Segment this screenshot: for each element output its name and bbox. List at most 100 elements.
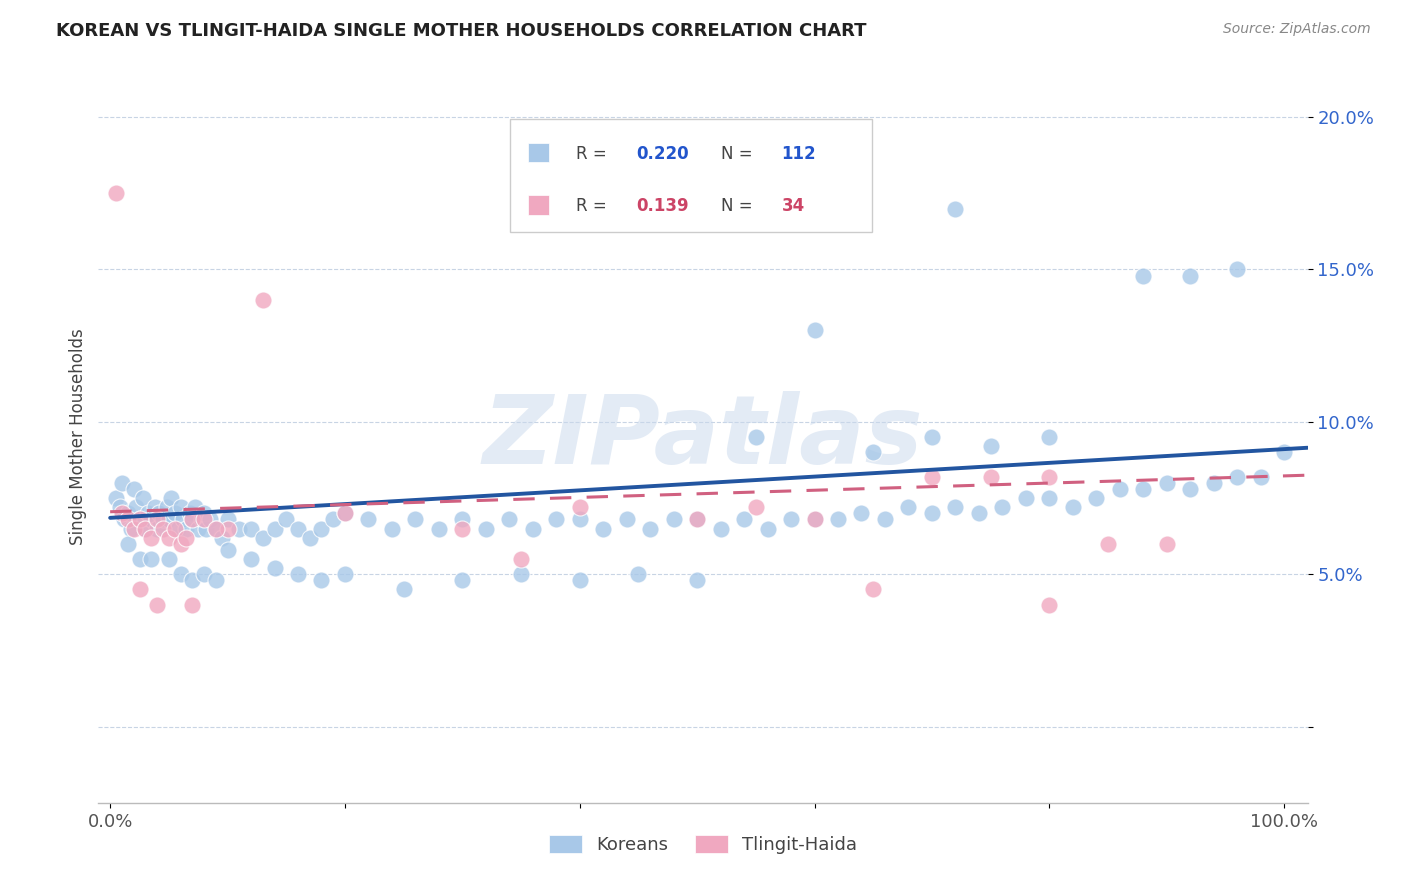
Point (128, 512, 150, 526)
Point (851, 506, 873, 520)
Point (146, 598, 169, 612)
Point (862, 582, 884, 597)
Text: N =: N = (721, 197, 758, 215)
Point (176, 531, 198, 545)
Point (522, 521, 544, 535)
Point (745, 217, 768, 231)
Point (157, 512, 180, 526)
Point (148, 506, 170, 520)
Point (112, 512, 135, 526)
Point (193, 506, 215, 520)
Point (187, 521, 209, 535)
Point (1180, 482, 1202, 496)
Point (111, 506, 134, 520)
Point (252, 293, 274, 307)
Point (475, 521, 498, 535)
Point (228, 521, 250, 535)
Point (1180, 268, 1202, 283)
Point (152, 521, 174, 535)
Point (105, 186, 128, 201)
Point (146, 512, 169, 526)
Point (155, 500, 177, 515)
Point (311, 574, 333, 588)
Point (134, 521, 156, 535)
Point (1202, 475, 1225, 490)
Point (134, 521, 156, 535)
Point (193, 567, 215, 582)
Point (333, 567, 356, 582)
Point (745, 430, 768, 444)
Point (1015, 491, 1038, 505)
Point (498, 512, 520, 526)
Point (322, 512, 344, 526)
Point (181, 512, 204, 526)
Point (1038, 430, 1060, 444)
Point (141, 512, 163, 526)
Text: ZIPatlas: ZIPatlas (482, 391, 924, 483)
Point (357, 512, 380, 526)
Point (128, 582, 150, 597)
Point (111, 475, 134, 490)
Point (1226, 469, 1249, 483)
Point (1156, 537, 1178, 551)
Point (662, 512, 685, 526)
Point (125, 500, 148, 515)
Point (1272, 445, 1295, 459)
Point (163, 521, 186, 535)
Point (143, 500, 166, 515)
Point (240, 552, 263, 566)
Text: 34: 34 (782, 197, 804, 215)
Point (638, 521, 661, 535)
Text: 112: 112 (782, 145, 817, 162)
Point (311, 521, 333, 535)
Point (181, 512, 204, 526)
Point (117, 537, 139, 551)
Point (568, 574, 591, 588)
Point (686, 512, 709, 526)
Point (392, 582, 415, 597)
Point (1156, 475, 1178, 490)
Text: N =: N = (721, 145, 758, 162)
Point (181, 598, 204, 612)
Point (1062, 500, 1084, 515)
Point (921, 430, 943, 444)
Point (276, 512, 298, 526)
Point (967, 506, 990, 520)
Point (211, 531, 233, 545)
Point (546, 512, 568, 526)
Point (190, 512, 212, 526)
Point (128, 512, 150, 526)
Point (204, 521, 226, 535)
Point (128, 552, 150, 566)
Point (157, 531, 180, 545)
Point (510, 567, 533, 582)
Text: Source: ZipAtlas.com: Source: ZipAtlas.com (1223, 22, 1371, 37)
Point (803, 512, 825, 526)
Point (616, 512, 638, 526)
Point (217, 542, 239, 557)
Point (333, 506, 356, 520)
Point (179, 506, 201, 520)
Point (169, 567, 191, 582)
Point (686, 574, 709, 588)
Point (862, 445, 884, 459)
Point (105, 491, 128, 505)
Point (991, 500, 1014, 515)
Legend: Koreans, Tlingit-Haida: Koreans, Tlingit-Haida (540, 826, 866, 863)
Point (122, 482, 145, 496)
Point (252, 531, 274, 545)
Point (157, 552, 180, 566)
Point (510, 552, 533, 566)
Point (451, 574, 474, 588)
Point (132, 491, 155, 505)
Point (263, 521, 285, 535)
Point (141, 552, 163, 566)
Text: 0.220: 0.220 (637, 145, 689, 162)
Point (163, 506, 186, 520)
Point (1226, 262, 1249, 277)
Point (240, 521, 263, 535)
Point (756, 521, 779, 535)
Point (183, 500, 205, 515)
Point (1132, 268, 1154, 283)
Point (1250, 469, 1272, 483)
